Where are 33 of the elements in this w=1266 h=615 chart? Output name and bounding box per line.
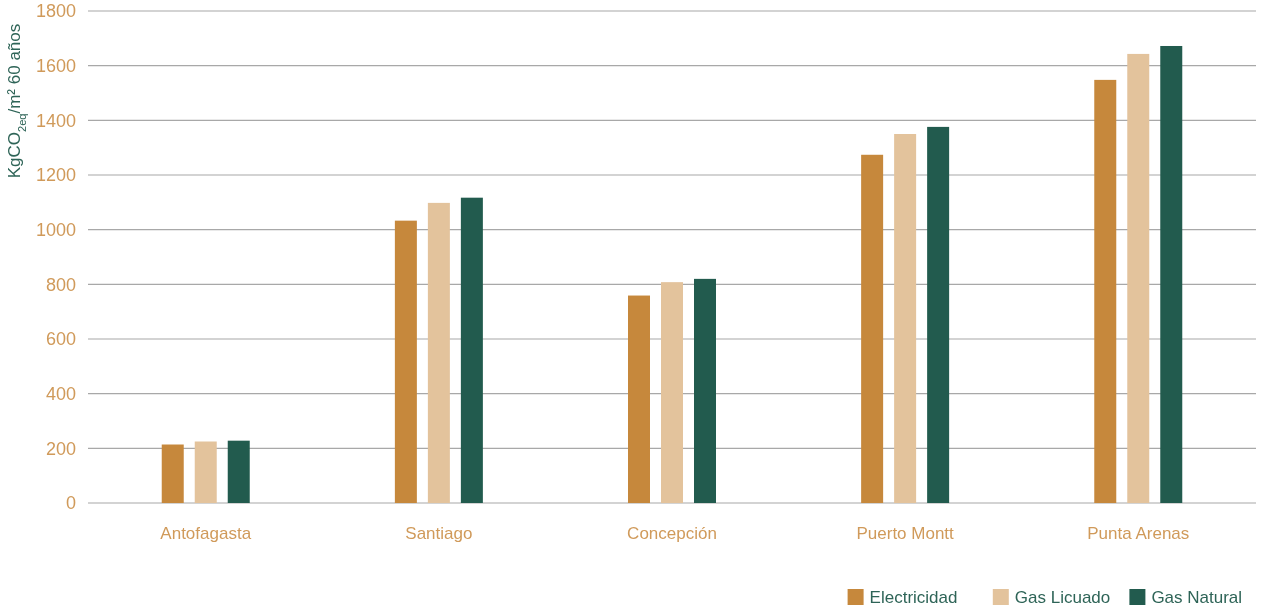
bar: [694, 278, 716, 503]
y-tick-label: 1200: [35, 165, 76, 186]
legend-label: Gas Natural: [1151, 588, 1243, 607]
y-tick-label: 1400: [35, 110, 76, 131]
y-tick-label: 1600: [35, 55, 76, 76]
bar: [1160, 45, 1183, 503]
legend-label: Gas Licuado: [1014, 588, 1111, 607]
y-tick-label: 400: [45, 383, 76, 404]
y-tick-label: 200: [45, 438, 76, 459]
y-tick-label: 1800: [35, 1, 76, 22]
x-tick-label: Puerto Montt: [856, 524, 955, 543]
bar: [894, 134, 917, 503]
bar: [1127, 53, 1150, 503]
x-tick-label: Concepción: [627, 524, 717, 543]
x-tick-label: Punta Arenas: [1087, 524, 1190, 543]
bar: [194, 441, 217, 503]
bar: [161, 444, 184, 503]
y-tick-label: 1000: [35, 219, 76, 240]
y-tick-label: 600: [45, 329, 76, 350]
legend-label: Electricidad: [869, 588, 958, 607]
bar: [628, 295, 650, 503]
bar: [460, 197, 483, 503]
bar: [661, 282, 683, 503]
bar: [394, 220, 417, 503]
y-tick-label: 800: [45, 274, 76, 295]
bar: [227, 440, 250, 503]
bar: [1094, 79, 1117, 503]
bar: [427, 202, 450, 503]
x-tick-label: Antofagasta: [160, 524, 252, 543]
y-tick-label: 0: [65, 493, 76, 514]
bar: [861, 154, 884, 503]
bar: [927, 126, 950, 503]
x-tick-label: Santiago: [405, 524, 473, 543]
